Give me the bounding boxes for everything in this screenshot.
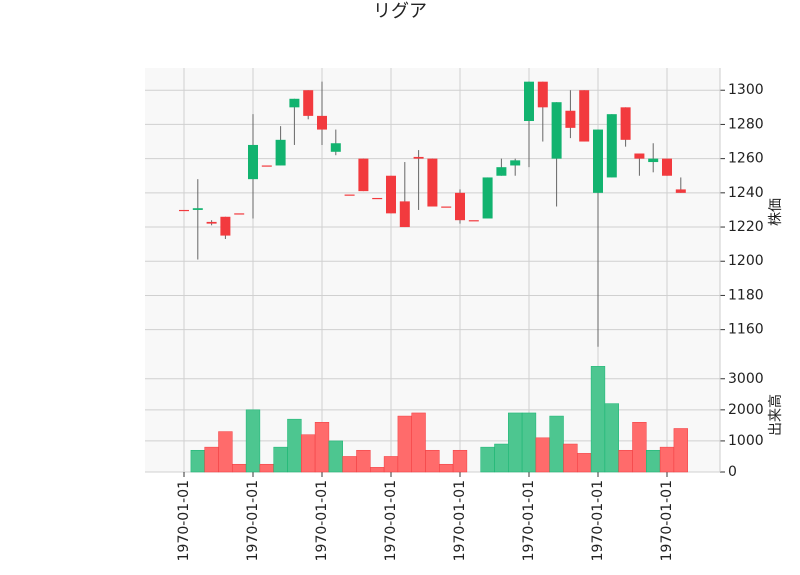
volume-bar [604,403,619,473]
volume-bar [673,428,688,473]
volume-bar [328,440,343,473]
volume-bar [273,446,288,473]
candle-body [220,216,231,236]
candle-body [234,213,245,215]
volume-bar [632,422,647,473]
candle-body [330,143,341,152]
volume-bar [480,446,495,473]
x-tick-label: 1970-01-01 [383,480,399,561]
volume-tick-label: 3000 [728,371,764,387]
y-axis-label: 株価 [768,198,784,226]
volume-bar [563,443,578,473]
y-tick-label: 1280 [728,116,764,132]
volume-bar [549,415,564,473]
candle-body [261,165,272,167]
candle-body [662,158,672,176]
candle-body [317,115,327,130]
volume-bar [535,437,550,473]
volume-bar [452,449,468,473]
candle-body [606,114,617,178]
candle-body [510,160,521,166]
y-tick-label: 1160 [728,322,764,338]
candle-body [551,102,562,159]
candle-body [579,90,590,142]
chart-title: リグア [373,1,427,22]
volume-bar [370,467,385,473]
candle-body [620,107,631,140]
y-tick-label: 1180 [728,287,764,303]
volume-tick-label: 0 [728,464,737,480]
x-tick-label: 1970-01-01 [452,480,468,561]
candle-body [496,167,507,176]
y-tick-label: 1300 [728,82,764,98]
volume-tick-label: 2000 [728,402,764,418]
candle-body [289,98,300,108]
candle-body [427,158,438,207]
candle-body [455,192,465,221]
candle-body [675,189,686,193]
x-tick-label: 1970-01-01 [521,480,537,561]
x-tick-label: 1970-01-01 [176,480,192,561]
volume-bar [618,449,633,473]
volume-bar [301,434,316,473]
plot-background [145,68,720,472]
candle-body [358,158,369,192]
candle-body [565,110,576,128]
y-tick-label: 1220 [728,219,764,235]
volume-bar [494,443,509,473]
y-tick-label: 1240 [728,185,764,201]
volume-bar [590,366,606,473]
candle-body [413,156,424,159]
volume-bar [659,446,675,473]
volume-bar [439,463,454,473]
candle-body [441,206,452,208]
candle-body [275,139,286,166]
candle-body [593,129,603,193]
volume-bar [232,463,247,473]
volume-axis-label: 出来高 [767,394,784,436]
x-tick-label: 1970-01-01 [245,480,261,561]
candle-body [482,177,493,219]
volume-bar [342,456,357,473]
volume-bar [245,409,261,473]
candle-body [192,208,203,210]
volume-bar [577,453,592,473]
candle-body [648,158,659,163]
volume-tick-label: 1000 [728,433,764,449]
volume-bar [356,449,371,473]
candle-body [524,81,534,122]
volume-bar [646,449,661,473]
candle-body [303,90,314,116]
volume-bar [314,422,330,473]
y-tick-label: 1200 [728,253,764,269]
volume-bar [425,449,440,473]
candle-body [344,194,355,196]
volume-bar [259,463,274,473]
candle-body [468,220,479,222]
candle-body [179,209,189,212]
x-tick-label: 1970-01-01 [590,480,606,561]
candle-body [386,175,396,214]
volume-bar [218,431,233,473]
volume-bar [521,412,537,473]
volume-bar [190,449,205,473]
volume-bar [397,415,412,473]
candle-body [206,221,217,224]
x-tick-label: 1970-01-01 [314,480,330,561]
x-tick-label: 1970-01-01 [659,480,675,561]
y-tick-label: 1260 [728,151,764,167]
volume-bar [383,456,399,473]
candle-body [399,201,410,228]
candle-body [537,81,548,108]
candle-body [634,153,645,159]
volume-bar [287,418,302,473]
volume-bar [508,412,523,473]
volume-bar [204,446,219,473]
candle-body [248,144,258,180]
volume-bar [411,412,426,473]
candle-body [372,197,383,200]
